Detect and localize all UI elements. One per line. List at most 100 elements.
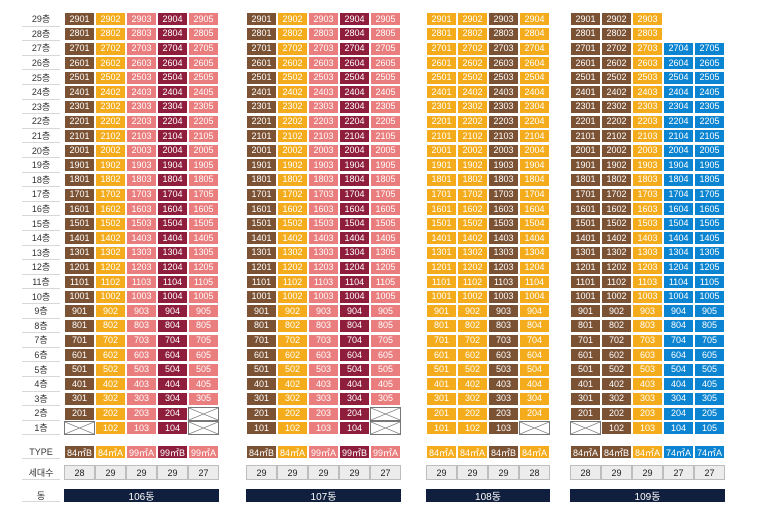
unit-cell: 2304: [519, 99, 550, 114]
household-count: 29: [488, 465, 519, 480]
unit-cell: 803: [488, 318, 519, 333]
unit-cell: 1205: [370, 260, 401, 275]
floor-label: 5층: [22, 362, 60, 377]
unit-cell: 1901: [426, 158, 457, 173]
cross-icon: [371, 422, 400, 435]
unit-cell: 2103: [632, 129, 663, 144]
floor-label: 6층: [22, 348, 60, 363]
unit-cell: 2001: [64, 143, 95, 158]
unit-cell: 2804: [339, 26, 370, 41]
unit-cell: 805: [694, 318, 725, 333]
unit-cell: 1804: [663, 172, 694, 187]
unit-cell: 2502: [457, 70, 488, 85]
unit-cell: 2401: [64, 85, 95, 100]
unit-type-badge: 84㎡A: [632, 445, 663, 459]
unit-cell: 1601: [426, 202, 457, 217]
unit-cell: 405: [370, 377, 401, 392]
unit-cell: 2604: [339, 56, 370, 71]
unit-cell: 1402: [277, 231, 308, 246]
unit-cell: 2605: [694, 56, 725, 71]
unit-cell: 2001: [570, 143, 601, 158]
unit-cell: 801: [246, 318, 277, 333]
unit-cell: 1204: [663, 260, 694, 275]
unit-cell: 2505: [694, 70, 725, 85]
unit-cell: 2501: [570, 70, 601, 85]
unit-cell: 2702: [457, 41, 488, 56]
floor-label: 10층: [22, 289, 60, 304]
building-name-bar: 108동: [426, 489, 550, 503]
unit-cell: 501: [570, 362, 601, 377]
unit-cell: 1605: [188, 202, 219, 217]
unit-cell: 1105: [694, 275, 725, 290]
unit-cell: 203: [308, 406, 339, 421]
unit-cell: 804: [157, 318, 188, 333]
unit-cell: 1802: [457, 172, 488, 187]
unit-cell: 1103: [308, 275, 339, 290]
unit-cell: 104: [339, 421, 370, 436]
unit-type-badge: 74㎡A: [694, 445, 725, 459]
unit-cell: 904: [339, 304, 370, 319]
unit-cell: 1801: [570, 172, 601, 187]
unit-cell: 2304: [339, 99, 370, 114]
household-count: 29: [95, 465, 126, 480]
unit-cell: 904: [519, 304, 550, 319]
unit-cell: 602: [277, 348, 308, 363]
unit-cell: 2501: [246, 70, 277, 85]
building-name-bar: 106동: [64, 489, 219, 503]
unit-cell: 1803: [126, 172, 157, 187]
unit-cell: 1401: [246, 231, 277, 246]
unit-cell: 1804: [157, 172, 188, 187]
unit-type-badge: 84㎡B: [488, 445, 519, 459]
unit-cell: 2703: [308, 41, 339, 56]
unit-cell: 2905: [370, 12, 401, 27]
unit-cell: 302: [601, 391, 632, 406]
unit-cell: 2105: [370, 129, 401, 144]
unit-cell: 2004: [663, 143, 694, 158]
unit-cell: 1102: [95, 275, 126, 290]
unit-cell: 2904: [519, 12, 550, 27]
unit-cell: 1201: [246, 260, 277, 275]
type-row-label: TYPE: [22, 445, 60, 459]
unit-cell: 803: [126, 318, 157, 333]
floor-label: 29층: [22, 12, 60, 27]
unit-cell: 602: [601, 348, 632, 363]
unit-cell: 1702: [277, 187, 308, 202]
unit-cell: 2504: [339, 70, 370, 85]
unit-cell: 2703: [632, 41, 663, 56]
unit-cell: 1501: [64, 216, 95, 231]
unit-cell: 1104: [157, 275, 188, 290]
unit-cell: 1804: [339, 172, 370, 187]
unit-cell: 2604: [663, 56, 694, 71]
unit-cell: 605: [694, 348, 725, 363]
unit-cell: 2304: [663, 99, 694, 114]
unit-cell: 2802: [277, 26, 308, 41]
unit-cell: 1002: [95, 289, 126, 304]
unit-cell: 2603: [308, 56, 339, 71]
cross-icon: [189, 422, 218, 435]
unit-cell: 2705: [694, 41, 725, 56]
unit-cell: 1603: [308, 202, 339, 217]
unit-cell: 1304: [157, 245, 188, 260]
unit-cell: 502: [277, 362, 308, 377]
unit-cell: 702: [457, 333, 488, 348]
floor-label: 11층: [22, 275, 60, 290]
unit-cell: 305: [694, 391, 725, 406]
unit-cell: 1501: [570, 216, 601, 231]
household-count: 29: [246, 465, 277, 480]
unit-cell: 2905: [188, 12, 219, 27]
unit-cell: 1704: [519, 187, 550, 202]
unit-cell: 2204: [519, 114, 550, 129]
unit-cell: 1901: [570, 158, 601, 173]
unit-cell: 2404: [339, 85, 370, 100]
empty-unit-cell: [188, 421, 219, 436]
unit-cell: 404: [339, 377, 370, 392]
unit-cell: 1602: [601, 202, 632, 217]
unit-cell: 1805: [694, 172, 725, 187]
unit-cell: 1405: [694, 231, 725, 246]
cross-icon: [65, 422, 94, 435]
unit-cell: 1303: [632, 245, 663, 260]
unit-cell: 2805: [370, 26, 401, 41]
unit-cell: 503: [488, 362, 519, 377]
unit-cell: 2704: [339, 41, 370, 56]
unit-cell: 705: [694, 333, 725, 348]
